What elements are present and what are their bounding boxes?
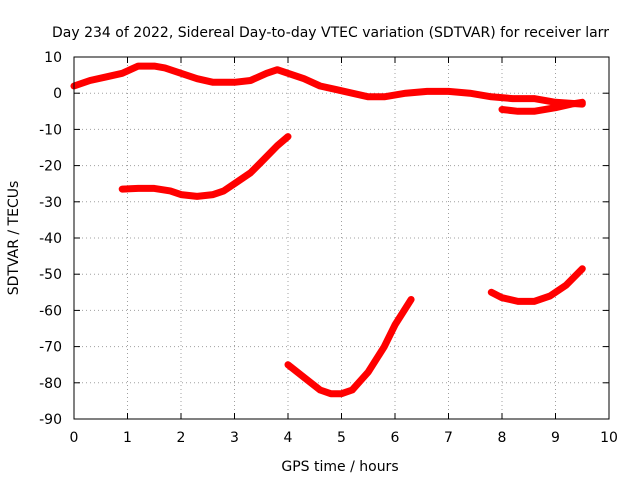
x-tick-label: 0	[70, 430, 79, 446]
x-tick-label: 5	[337, 430, 346, 446]
series-group	[70, 62, 586, 398]
y-tick-label: -90	[39, 412, 62, 428]
series-line-5	[487, 265, 586, 305]
y-axis-label: SDTVAR / TECUs	[6, 181, 22, 296]
chart-title: Day 234 of 2022, Sidereal Day-to-day VTE…	[52, 25, 609, 41]
x-tick-label: 10	[600, 430, 618, 446]
x-tick-label: 8	[498, 430, 507, 446]
series-line-3	[118, 133, 292, 200]
y-tick-label: 0	[53, 86, 62, 102]
y-tick-label: -20	[39, 159, 62, 175]
x-axis-label: GPS time / hours	[281, 459, 398, 475]
x-tick-label: 9	[551, 430, 560, 446]
y-tick-label: -30	[39, 195, 62, 211]
axis-ticks: 0 1 2 3 4 5 6 7 8 9 10 10 0 -10 -20 -30 -40 -50 -60 -70 -80 -…	[39, 50, 618, 446]
x-tick-label: 1	[123, 430, 132, 446]
x-tick-label: 3	[230, 430, 239, 446]
x-tick-label: 7	[444, 430, 453, 446]
y-tick-label: -80	[39, 376, 62, 392]
y-tick-label: -50	[39, 267, 62, 283]
series-line-1	[70, 62, 586, 108]
y-tick-label: -10	[39, 122, 62, 138]
series-line-4	[284, 296, 415, 398]
y-tick-label: -40	[39, 231, 62, 247]
grid	[74, 57, 609, 419]
y-tick-label: 10	[44, 50, 62, 66]
x-tick-label: 4	[284, 430, 293, 446]
x-tick-label: 2	[177, 430, 186, 446]
y-tick-label: -70	[39, 340, 62, 356]
x-tick-label: 6	[391, 430, 400, 446]
series-line-2	[498, 98, 586, 115]
y-tick-label: -60	[39, 303, 62, 319]
